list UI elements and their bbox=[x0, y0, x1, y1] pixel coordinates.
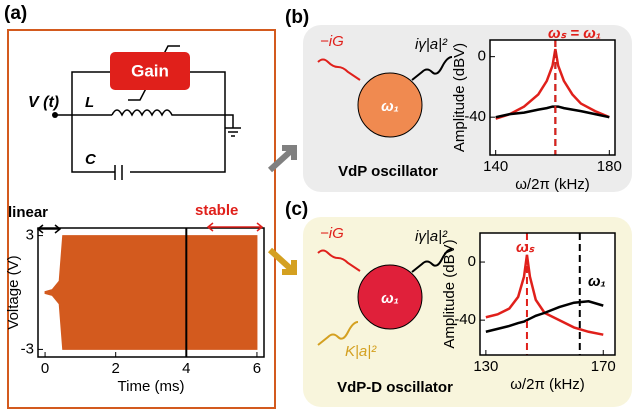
x-tick-label: 6 bbox=[253, 360, 261, 377]
caption: VdP-D oscillator bbox=[337, 379, 453, 396]
inductor-label: L bbox=[85, 94, 94, 111]
x-tick-label: 140 bbox=[483, 158, 508, 175]
caption: VdP oscillator bbox=[338, 163, 438, 180]
gain-text: −iG bbox=[320, 33, 344, 50]
capacitor-label: C bbox=[85, 151, 97, 168]
y-tick-label: -3 bbox=[21, 340, 34, 357]
x-axis-label: ω/2π (kHz) bbox=[515, 176, 590, 193]
gain-label: Gain bbox=[131, 61, 169, 80]
x-axis-label: ω/2π (kHz) bbox=[510, 376, 585, 393]
y-axis-label: Amplitude (dBV) bbox=[451, 43, 468, 152]
panel-label: (b) bbox=[285, 7, 309, 28]
mode-label: ω₁ bbox=[381, 290, 399, 307]
y-axis-label: Amplitude (dBV) bbox=[441, 239, 458, 348]
kerr-text: K|a|² bbox=[345, 343, 377, 360]
arrow bbox=[270, 148, 294, 170]
arrow bbox=[270, 250, 294, 272]
annotation: stable bbox=[195, 202, 238, 219]
x-tick-label: 130 bbox=[473, 358, 498, 375]
mode-label: ω₁ bbox=[381, 98, 399, 115]
signal-area bbox=[45, 236, 257, 350]
plot-area bbox=[490, 40, 615, 155]
y-axis-label: Voltage (V) bbox=[5, 255, 22, 329]
gain-text: −iG bbox=[320, 225, 344, 242]
panel-label: (a) bbox=[4, 3, 27, 24]
x-tick-label: 170 bbox=[591, 358, 616, 375]
panel-label: (c) bbox=[285, 199, 308, 220]
y-tick-label: 0 bbox=[478, 48, 486, 65]
x-tick-label: 2 bbox=[112, 360, 120, 377]
x-tick-label: 0 bbox=[41, 360, 49, 377]
x-tick-label: 4 bbox=[182, 360, 190, 377]
annotation: ωₛ bbox=[516, 239, 536, 256]
source-label: V (t) bbox=[28, 94, 59, 111]
annotation: ωₛ = ω₁ bbox=[548, 25, 601, 42]
x-axis-label: Time (ms) bbox=[118, 378, 185, 395]
annotation: linear bbox=[8, 204, 48, 221]
loss-text: iγ|a|² bbox=[415, 36, 448, 53]
y-tick-label: 0 bbox=[468, 253, 476, 270]
y-tick-label: 3 bbox=[26, 227, 34, 244]
node bbox=[52, 112, 58, 118]
annotation: ω₁ bbox=[588, 273, 606, 290]
figure: (a) (b) (c) Gain V (t) L C ω₁ −iG iγ|a|²… bbox=[0, 0, 637, 412]
plot-area bbox=[480, 233, 615, 355]
x-tick-label: 180 bbox=[597, 158, 622, 175]
